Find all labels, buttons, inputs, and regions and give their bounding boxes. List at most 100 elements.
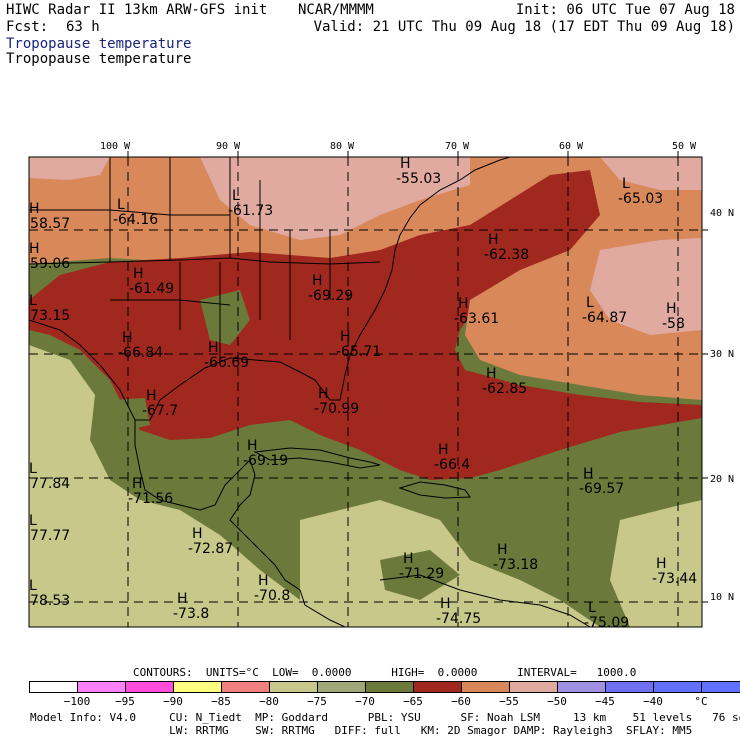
field-patch-khaki-east [610, 500, 702, 627]
high-marker: H [247, 438, 258, 454]
lon-label: 70 W [445, 141, 470, 152]
extremum-value: -71.29 [399, 566, 444, 582]
extremum-value: -69.19 [243, 453, 288, 469]
field-patch-khaki-west [29, 345, 330, 627]
extremum-value: -69.29 [308, 288, 353, 304]
lat-label: 40 N [710, 208, 734, 219]
forecast-hour: 63 h [66, 19, 100, 35]
high-marker: H [208, 340, 219, 356]
field-band-northwest-light [29, 157, 110, 180]
colorbar-tick-label: −100 [63, 695, 91, 708]
high-marker: H [458, 296, 469, 312]
extremum-value: -77.84 [25, 476, 70, 492]
high-marker: H [666, 301, 677, 317]
extremum-value: -77.77 [25, 528, 70, 544]
low-marker: L [29, 513, 37, 529]
high-marker: H [29, 201, 40, 217]
extremum-value: -71.56 [128, 491, 173, 507]
colorbar-swatch [509, 681, 558, 693]
colorbar-tick-label: −60 [451, 695, 471, 708]
extremum-value: -74.75 [436, 611, 481, 627]
colorbar-swatch [605, 681, 654, 693]
colorbar-swatch [173, 681, 222, 693]
low-marker: L [117, 197, 125, 213]
colorbar-tick-label: −50 [547, 695, 567, 708]
high-marker: H [192, 526, 203, 542]
init-time: Init: 06 UTC Tue 07 Aug 18 [515, 2, 735, 18]
extremum-value: -66.69 [204, 355, 249, 371]
low-marker: L [586, 295, 594, 311]
field-title: Tropopause temperature [6, 51, 192, 67]
colorbar-tick-label: −95 [115, 695, 135, 708]
colorbar-swatch [365, 681, 414, 693]
lon-label: 90 W [216, 141, 241, 152]
colorbar-tick-label: −90 [163, 695, 183, 708]
high-marker: H [400, 156, 411, 172]
high-marker: H [488, 232, 499, 248]
contours-info: CONTOURS: UNITS=°C LOW= 0.0000 HIGH= 0.0… [133, 666, 637, 679]
extremum-value: -67.7 [142, 403, 178, 419]
field-band-northeast-pink [600, 157, 702, 190]
extremum-value: -58.57 [25, 216, 70, 232]
colorbar-swatch [125, 681, 174, 693]
valid-time: Valid: 21 UTC Thu 09 Aug 18 (17 EDT Thu … [313, 19, 735, 35]
extremum-value: -65.03 [618, 191, 663, 207]
colorbar-swatch [701, 681, 740, 693]
colorbar-tick-label: −75 [307, 695, 327, 708]
extremum-value: -70.8 [254, 588, 290, 604]
extremum-value: -65.71 [336, 344, 381, 360]
extremum-value: -73.8 [173, 606, 209, 622]
extremum-value: -73.44 [652, 571, 697, 587]
high-marker: H [486, 366, 497, 382]
colorbar-tick-label: −40 [643, 695, 663, 708]
lat-label: 30 N [710, 349, 734, 360]
extremum-value: -61.49 [129, 281, 174, 297]
high-marker: H [438, 442, 449, 458]
extremum-value: -64.16 [113, 212, 158, 228]
field-title-blue: Tropopause temperature [6, 36, 192, 52]
high-marker: H [258, 573, 269, 589]
high-marker: H [146, 388, 157, 404]
organization-label: NCAR/MMMM [298, 2, 374, 18]
high-marker: H [312, 273, 323, 289]
high-marker: H [132, 476, 143, 492]
colorbar-tick-label: −55 [499, 695, 519, 708]
high-marker: H [656, 556, 667, 572]
colorbar-tick-label: °C [694, 695, 708, 708]
extremum-value: -58 [662, 316, 685, 332]
low-marker: L [588, 600, 596, 616]
field-patch-khaki-south [300, 500, 600, 627]
colorbar-swatch [77, 681, 126, 693]
high-marker: H [122, 330, 133, 346]
lon-label: 100 W [100, 141, 131, 152]
model-info-line2: LW: RRTMG SW: RRTMG DIFF: full KM: 2D Sm… [30, 724, 693, 737]
field-plume-light [590, 238, 702, 335]
extremum-value: -62.38 [484, 247, 529, 263]
high-marker: H [403, 551, 414, 567]
low-marker: L [29, 293, 37, 309]
lat-label: 10 N [710, 592, 734, 603]
forecast-label: Fcst: [6, 19, 49, 35]
high-marker: H [29, 241, 40, 257]
high-marker: H [133, 266, 144, 282]
colorbar-tick-label: −85 [211, 695, 231, 708]
colorbar-swatch [413, 681, 462, 693]
high-marker: H [497, 542, 508, 558]
colorbar-tick-label: −70 [355, 695, 375, 708]
colorbar-swatch [653, 681, 702, 693]
high-marker: H [340, 329, 351, 345]
extremum-value: -78.53 [25, 593, 70, 609]
model-info-line1: Model Info: V4.0 CU: N_Tiedt MP: Goddard… [30, 711, 740, 724]
extremum-value: -75.09 [584, 615, 629, 631]
low-marker: L [622, 176, 630, 192]
extremum-value: -61.73 [228, 203, 273, 219]
extremum-value: -72.87 [188, 541, 233, 557]
colorbar-swatch [557, 681, 606, 693]
lon-label: 50 W [672, 141, 697, 152]
colorbar-swatch [317, 681, 366, 693]
colorbar-swatch [461, 681, 510, 693]
extremum-value: -63.61 [454, 311, 499, 327]
map-frame [28, 156, 703, 628]
colorbar-tick-label: −65 [403, 695, 423, 708]
